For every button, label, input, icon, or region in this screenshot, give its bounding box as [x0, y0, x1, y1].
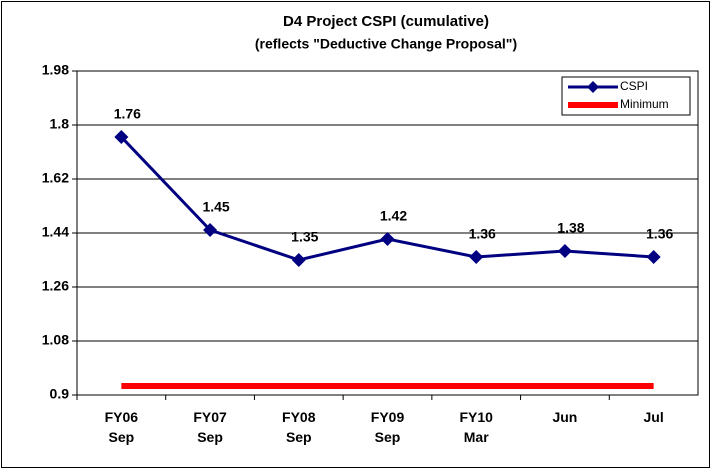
- data-label: 1.36: [646, 226, 673, 242]
- point-marker: [646, 250, 661, 264]
- legend-label: Minimum: [620, 97, 669, 111]
- legend-label: CSPI: [620, 79, 648, 93]
- data-label: 1.35: [291, 229, 318, 245]
- x-tick-label: FY08 Sep: [282, 409, 316, 445]
- legend-box: [561, 76, 691, 116]
- point-marker: [203, 223, 218, 237]
- point-marker: [380, 232, 395, 246]
- chart-title: D4 Project CSPI (cumulative): [283, 13, 489, 30]
- plot-border: [76, 70, 699, 396]
- point-marker: [291, 253, 306, 267]
- y-tick-label: 1.8: [50, 116, 70, 132]
- y-tick-label: 1.62: [42, 170, 69, 186]
- y-tick-label: 1.08: [42, 332, 69, 348]
- x-tick-label: Jun: [552, 409, 578, 425]
- point-marker: [557, 244, 572, 258]
- x-tick-label: FY07 Sep: [193, 409, 227, 445]
- y-tick-label: 1.98: [42, 62, 69, 78]
- x-tick-label: FY10 Mar: [459, 409, 493, 445]
- x-tick-label: Jul: [643, 409, 664, 425]
- point-marker: [114, 130, 129, 144]
- x-tick-label: FY06 Sep: [104, 409, 139, 445]
- legend-marker: [587, 81, 599, 93]
- data-label: 1.38: [557, 220, 584, 236]
- data-label: 1.36: [469, 226, 496, 242]
- x-tick-label: FY09 Sep: [370, 409, 405, 445]
- y-tick-label: 1.26: [42, 278, 69, 294]
- y-tick-label: 0.9: [50, 386, 70, 402]
- data-label: 1.42: [380, 208, 407, 224]
- y-tick-label: 1.44: [42, 224, 69, 240]
- point-marker: [469, 250, 484, 264]
- data-label: 1.45: [202, 199, 229, 215]
- chart-subtitle: (reflects "Deductive Change Proposal"): [255, 36, 517, 52]
- data-label: 1.76: [114, 106, 141, 122]
